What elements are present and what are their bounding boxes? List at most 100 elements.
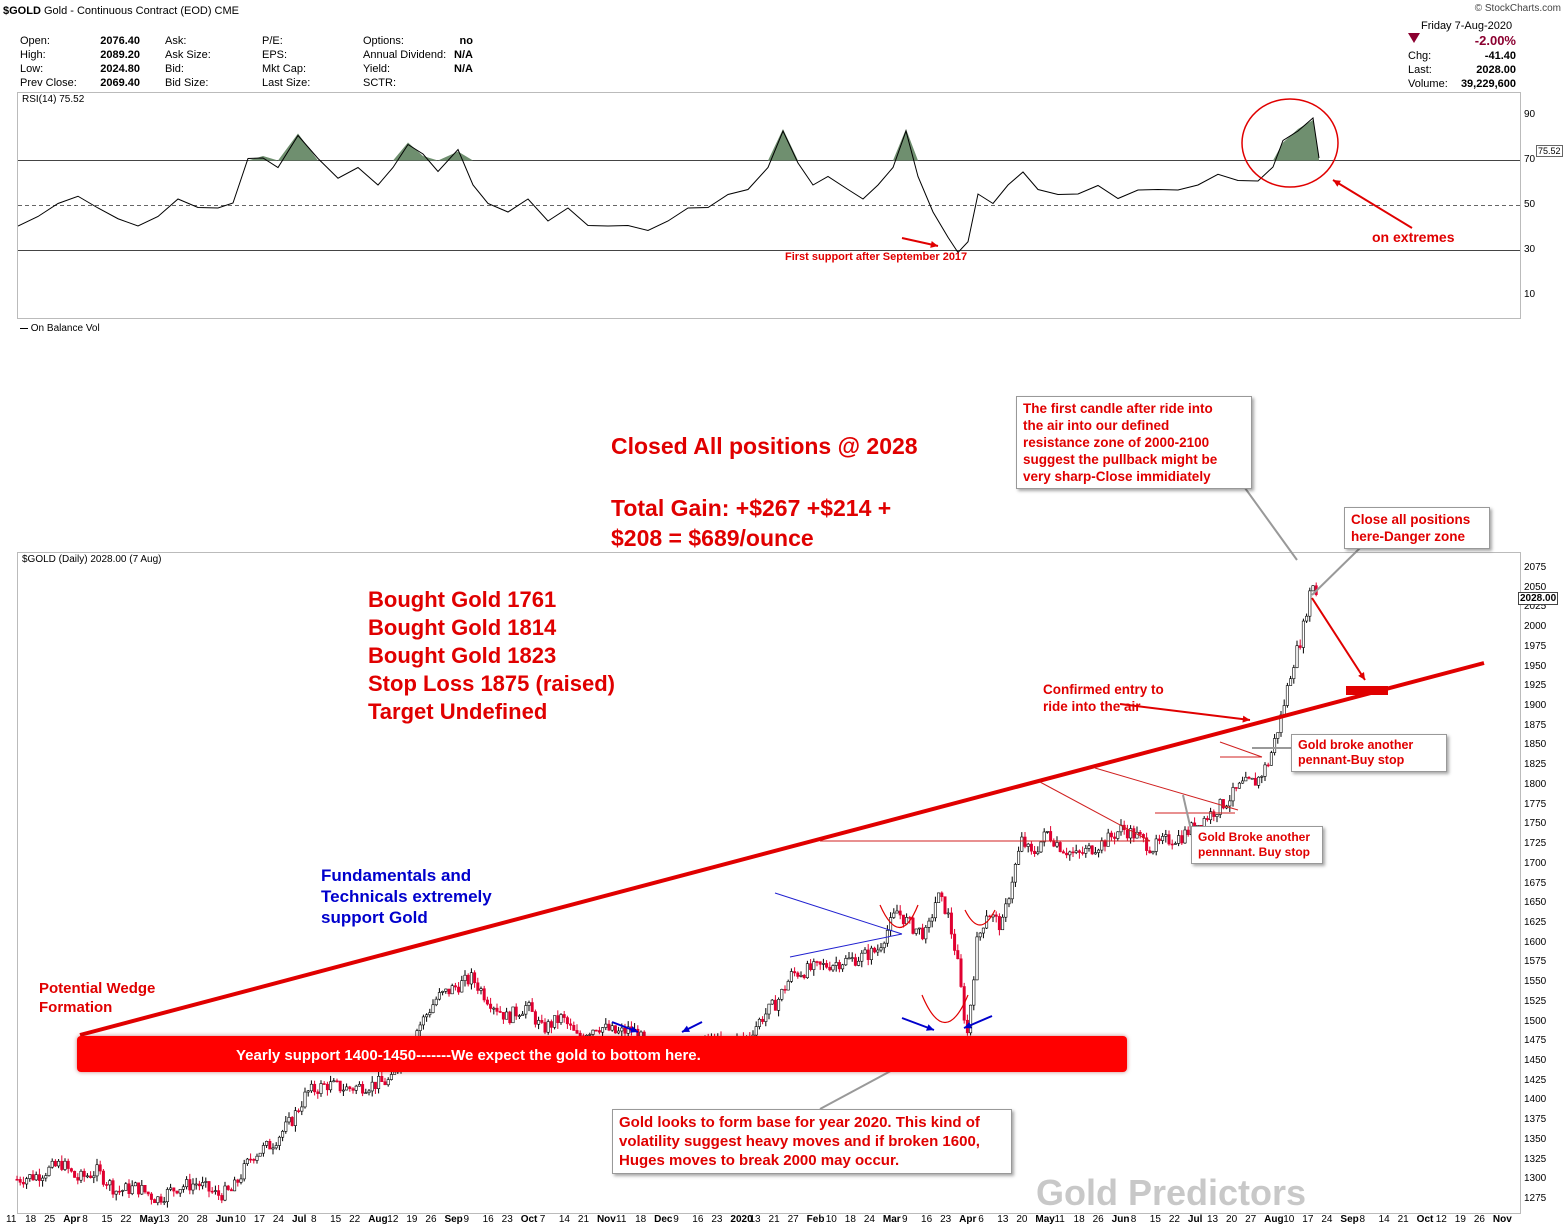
candle-body bbox=[524, 1005, 528, 1015]
closed-positions-note: Closed All positions @ 2028 bbox=[611, 433, 918, 459]
candle-body bbox=[290, 1117, 294, 1126]
triangle-upper-line bbox=[774, 892, 903, 935]
candle-body bbox=[57, 1160, 61, 1167]
candle-body bbox=[130, 1185, 134, 1194]
candle-body bbox=[117, 1190, 121, 1193]
x-tick-label: 19 bbox=[406, 1214, 418, 1225]
down-arrow-icon bbox=[1408, 33, 1420, 43]
candle-body bbox=[226, 1185, 230, 1190]
rsi-tick-label: 90 bbox=[1524, 108, 1536, 120]
candle-body bbox=[105, 1184, 109, 1186]
rsi-label: RSI(14) 75.52 bbox=[22, 94, 84, 105]
candle-body bbox=[1154, 838, 1158, 852]
candle-body bbox=[127, 1183, 131, 1194]
candle-body bbox=[834, 962, 838, 966]
candle-body bbox=[236, 1179, 240, 1183]
base-arc-left bbox=[879, 904, 919, 928]
candle-body bbox=[575, 1030, 579, 1034]
header-field: Open: 2076.40 bbox=[20, 34, 140, 48]
field-label: SCTR: bbox=[363, 77, 396, 89]
candle-body bbox=[1049, 831, 1053, 841]
candle-body bbox=[98, 1164, 102, 1172]
candle-body bbox=[28, 1174, 32, 1179]
candle-body bbox=[895, 910, 899, 914]
danger-arrow-head bbox=[1358, 672, 1365, 680]
price-tick-label: 1600 bbox=[1524, 936, 1547, 948]
candle-body bbox=[1228, 800, 1232, 807]
candle-body bbox=[879, 947, 883, 951]
candle-body bbox=[60, 1160, 64, 1170]
candle-body bbox=[863, 949, 867, 954]
candle-body bbox=[1013, 864, 1017, 883]
candle-body bbox=[498, 1011, 502, 1013]
candle-body bbox=[319, 1083, 323, 1094]
candle-body bbox=[892, 912, 896, 918]
candle-body bbox=[981, 927, 985, 934]
candle-body bbox=[457, 986, 461, 993]
candle-body bbox=[1285, 685, 1289, 706]
rsi-value-tag: 75.52 bbox=[1536, 145, 1563, 157]
candle-body bbox=[882, 942, 886, 949]
x-tick-label: Apr bbox=[959, 1214, 977, 1225]
candle-body bbox=[1205, 818, 1209, 821]
rsi-extremes-circle bbox=[1241, 98, 1339, 188]
candle-body bbox=[111, 1180, 115, 1195]
header-field: EPS: bbox=[262, 48, 352, 62]
x-tick-label: 22 bbox=[349, 1214, 361, 1225]
pennant-note-2: Gold Broke another pennnant. Buy stop bbox=[1191, 826, 1323, 864]
x-tick-label: Nov bbox=[596, 1214, 616, 1225]
price-tick-label: 1400 bbox=[1524, 1094, 1547, 1106]
candle-body bbox=[258, 1152, 262, 1157]
candle-body bbox=[521, 1013, 525, 1016]
x-tick-label: 10 bbox=[1283, 1214, 1295, 1225]
candle-body bbox=[220, 1195, 224, 1201]
candle-body bbox=[313, 1083, 317, 1093]
candle-body bbox=[949, 912, 953, 935]
price-label: $GOLD (Daily) 2028.00 (7 Aug) bbox=[22, 554, 162, 565]
candle-body bbox=[473, 972, 477, 984]
candle-body bbox=[233, 1179, 237, 1192]
candle-body bbox=[479, 988, 483, 991]
candle-body bbox=[1311, 585, 1315, 592]
candle-body bbox=[517, 1015, 521, 1017]
blue-arrow-1-head bbox=[630, 1026, 638, 1033]
x-tick-label: 20 bbox=[1226, 1214, 1238, 1225]
candle-body bbox=[389, 1074, 393, 1080]
candle-body bbox=[1241, 780, 1245, 784]
field-label: EPS: bbox=[262, 49, 288, 61]
candle-body bbox=[601, 1027, 605, 1033]
candle-body bbox=[857, 960, 861, 966]
x-tick-label: 9 bbox=[901, 1214, 908, 1225]
candle-body bbox=[777, 998, 781, 1011]
rsi-chart bbox=[18, 117, 1520, 254]
candle-body bbox=[937, 892, 941, 903]
price-tick-label: 1800 bbox=[1524, 778, 1547, 790]
x-tick-label: Aug bbox=[1264, 1214, 1284, 1225]
x-tick-label: 23 bbox=[711, 1214, 723, 1225]
x-tick-label: Jul bbox=[291, 1214, 307, 1225]
candle-body bbox=[229, 1189, 233, 1192]
price-tick-label: 1925 bbox=[1524, 680, 1547, 692]
bought-list-note: Bought Gold 1761 Bought Gold 1814 Bought… bbox=[368, 587, 615, 724]
candle-body bbox=[1301, 620, 1305, 648]
candle-body bbox=[591, 1029, 595, 1035]
candle-body bbox=[866, 949, 870, 960]
x-tick-label: 12 bbox=[1435, 1214, 1447, 1225]
candle-body bbox=[146, 1191, 150, 1195]
price-tick-label: 1550 bbox=[1524, 976, 1547, 988]
candle-body bbox=[997, 916, 1001, 931]
candle-body bbox=[1058, 842, 1062, 852]
candle-body bbox=[1221, 799, 1225, 809]
candle-body bbox=[108, 1180, 112, 1186]
x-tick-label: 20 bbox=[177, 1214, 189, 1225]
candle-body bbox=[181, 1186, 185, 1190]
candle-body bbox=[281, 1131, 285, 1138]
candle-body bbox=[332, 1080, 336, 1083]
field-label: Bid Size: bbox=[165, 77, 209, 89]
symbol: $GOLD bbox=[3, 5, 41, 17]
x-tick-label: Mar bbox=[882, 1214, 901, 1225]
candle-body bbox=[383, 1081, 387, 1086]
candle-body bbox=[213, 1190, 217, 1192]
header-field: Bid Size: bbox=[165, 76, 255, 90]
change-percent: -2.00% bbox=[1474, 33, 1516, 48]
